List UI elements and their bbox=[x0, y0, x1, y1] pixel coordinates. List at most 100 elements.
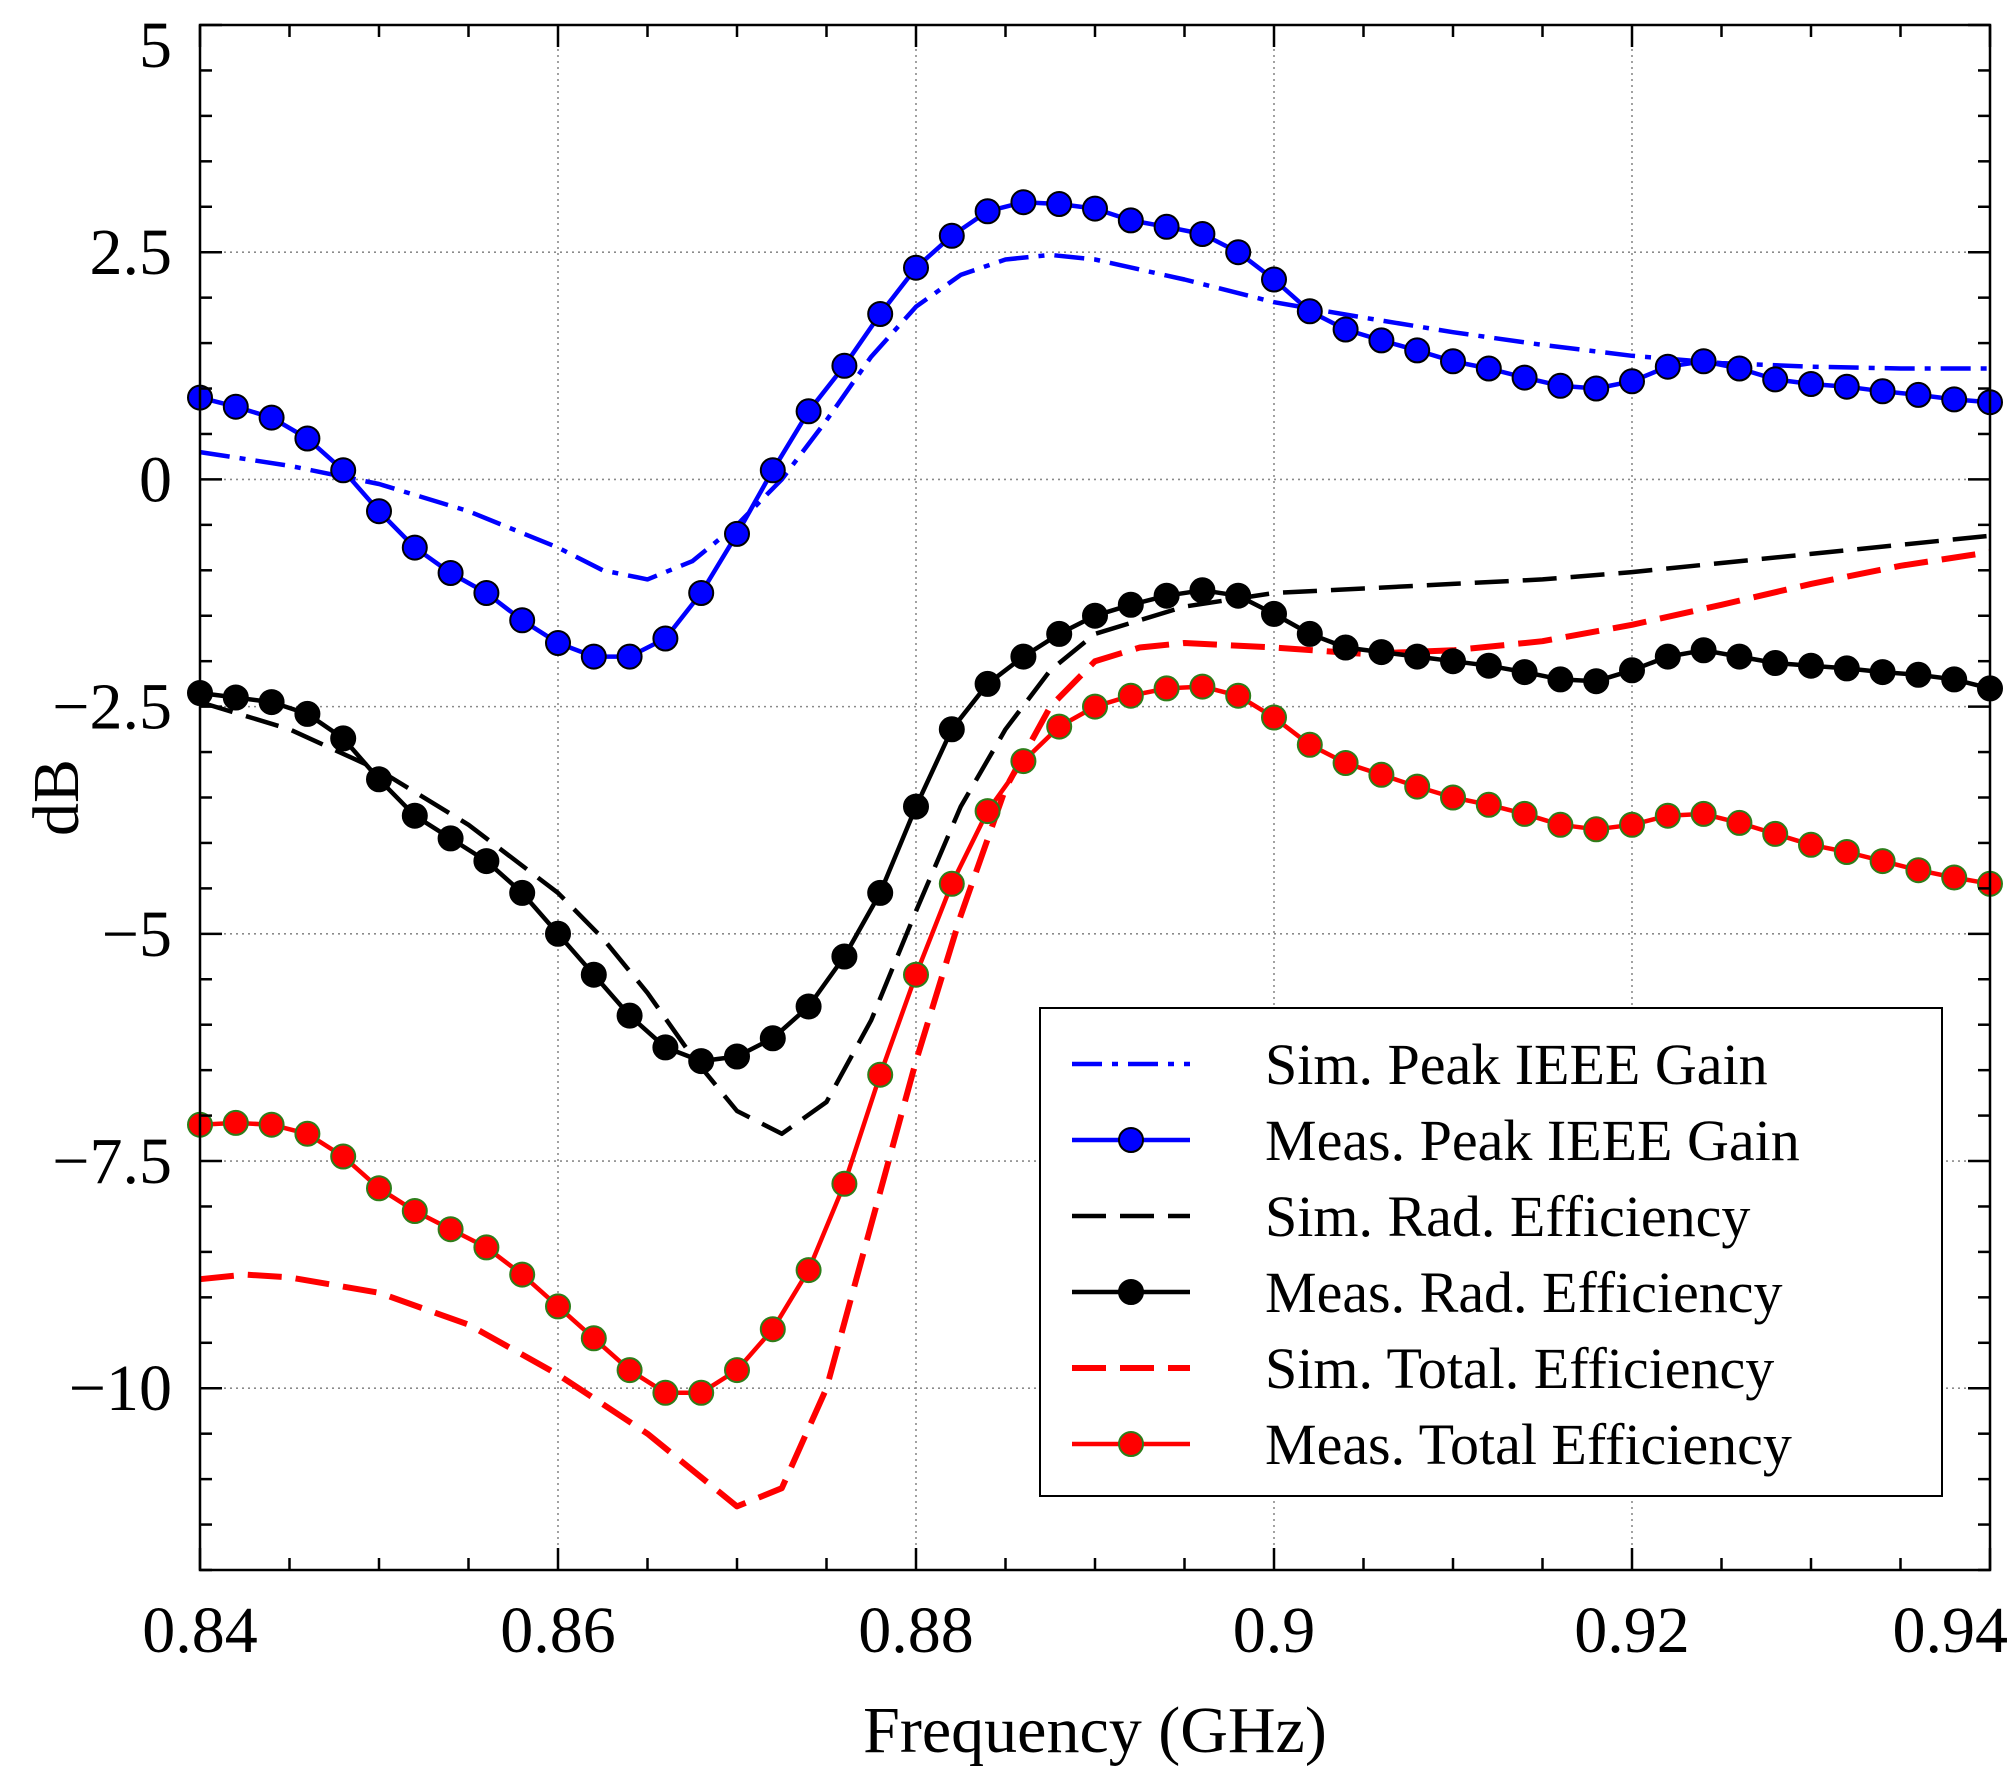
data-point bbox=[1368, 761, 1395, 788]
data-point bbox=[509, 879, 536, 906]
legend-entry: Sim. Total. Efficiency bbox=[1072, 1336, 1774, 1401]
data-point bbox=[1798, 831, 1824, 858]
data-point bbox=[401, 802, 428, 829]
data-point bbox=[366, 498, 392, 525]
series-sim-rad-efficiency bbox=[199, 533, 1991, 1137]
data-point bbox=[1654, 353, 1681, 380]
data-point bbox=[1261, 704, 1287, 731]
series-line bbox=[199, 549, 1991, 1510]
data-point bbox=[1225, 239, 1252, 266]
data-point bbox=[1619, 657, 1645, 684]
data-point bbox=[1941, 386, 1968, 413]
data-point bbox=[724, 520, 750, 547]
legend-label: Sim. Rad. Efficiency bbox=[1265, 1184, 1750, 1249]
data-point bbox=[222, 684, 249, 711]
data-point bbox=[759, 1025, 786, 1052]
data-point bbox=[1511, 800, 1538, 827]
legend-entry: Meas. Total Efficiency bbox=[1072, 1412, 1792, 1477]
y-tick-label: 0 bbox=[139, 443, 172, 516]
legend-label: Meas. Total Efficiency bbox=[1265, 1412, 1792, 1477]
data-point bbox=[1798, 652, 1824, 679]
x-tick-label: 0.92 bbox=[1574, 1594, 1690, 1667]
data-point bbox=[938, 222, 965, 249]
data-point bbox=[1726, 809, 1753, 836]
data-point bbox=[1440, 648, 1466, 675]
legend-entries: Sim. Peak IEEE Gain Meas. Peak IEEE Gain S… bbox=[1072, 1032, 1800, 1477]
legend-marker bbox=[1118, 1431, 1144, 1457]
series-meas-peak-ieee-gain bbox=[187, 189, 2003, 670]
series-line bbox=[199, 252, 1990, 582]
data-point bbox=[1261, 600, 1287, 627]
y-tick-label: 5 bbox=[139, 9, 172, 82]
data-point bbox=[759, 457, 786, 484]
data-point bbox=[401, 1198, 428, 1224]
data-point bbox=[1332, 316, 1359, 343]
data-point bbox=[1332, 750, 1359, 776]
data-point bbox=[1762, 820, 1789, 847]
legend-entry: Sim. Rad. Efficiency bbox=[1072, 1184, 1750, 1249]
data-point bbox=[903, 961, 929, 988]
data-point bbox=[1690, 348, 1717, 375]
data-point bbox=[1726, 643, 1753, 670]
data-point bbox=[1117, 207, 1144, 234]
legend-label: Sim. Total. Efficiency bbox=[1265, 1336, 1774, 1401]
data-point bbox=[1619, 368, 1645, 395]
data-point bbox=[1404, 773, 1431, 800]
data-point bbox=[1654, 802, 1681, 829]
data-point bbox=[795, 398, 822, 425]
data-point bbox=[1117, 591, 1144, 618]
data-point bbox=[1010, 748, 1037, 775]
series-line bbox=[199, 533, 1991, 1137]
data-point bbox=[437, 1216, 464, 1243]
data-point bbox=[1869, 848, 1896, 875]
data-point bbox=[1368, 639, 1395, 666]
data-point bbox=[1153, 213, 1180, 240]
data-point bbox=[545, 920, 571, 947]
y-tick-label: −2.5 bbox=[52, 671, 172, 744]
data-point bbox=[867, 879, 894, 906]
data-point bbox=[294, 425, 321, 452]
data-point bbox=[974, 198, 1001, 225]
legend-box bbox=[1039, 1007, 1943, 1497]
y-axis-title: dB bbox=[20, 759, 93, 836]
data-point bbox=[831, 943, 858, 970]
data-point bbox=[1726, 355, 1753, 382]
data-point bbox=[1082, 195, 1108, 222]
data-point bbox=[1332, 634, 1359, 661]
data-point bbox=[724, 1357, 750, 1384]
data-point bbox=[1010, 189, 1037, 216]
series-meas-rad-efficiency bbox=[187, 577, 2003, 1075]
data-point bbox=[867, 1061, 894, 1088]
data-point bbox=[616, 1002, 643, 1029]
data-point bbox=[1619, 811, 1645, 838]
legend-label: Meas. Rad. Efficiency bbox=[1265, 1260, 1783, 1325]
x-tick-label: 0.94 bbox=[1893, 1594, 2009, 1667]
data-point bbox=[1941, 666, 1968, 693]
data-point bbox=[1261, 266, 1287, 293]
data-point bbox=[903, 254, 929, 281]
data-point bbox=[938, 716, 965, 743]
data-point bbox=[437, 560, 464, 586]
legend: Sim. Peak IEEE Gain Meas. Peak IEEE Gain S… bbox=[1039, 1007, 1943, 1497]
data-point bbox=[473, 580, 500, 606]
data-point bbox=[1189, 673, 1216, 700]
x-tick-label: 0.84 bbox=[142, 1594, 258, 1667]
data-point bbox=[1475, 355, 1502, 382]
data-point bbox=[294, 700, 321, 727]
data-point bbox=[366, 766, 392, 793]
series-meas-total-efficiency bbox=[187, 673, 2003, 1406]
data-point bbox=[1440, 784, 1466, 811]
data-point bbox=[1046, 713, 1073, 740]
data-point bbox=[1082, 602, 1108, 629]
data-point bbox=[1833, 373, 1860, 400]
legend-marker bbox=[1118, 1279, 1144, 1305]
data-point bbox=[1404, 337, 1431, 364]
data-point bbox=[1941, 864, 1968, 891]
y-tick-labels: 5 2.5 0 −2.5 −5 −7.5 −10 bbox=[52, 9, 172, 1425]
data-point bbox=[1117, 682, 1144, 709]
data-point bbox=[1046, 191, 1073, 217]
data-point bbox=[1833, 839, 1860, 865]
data-point bbox=[545, 630, 571, 656]
data-point bbox=[222, 1109, 249, 1136]
